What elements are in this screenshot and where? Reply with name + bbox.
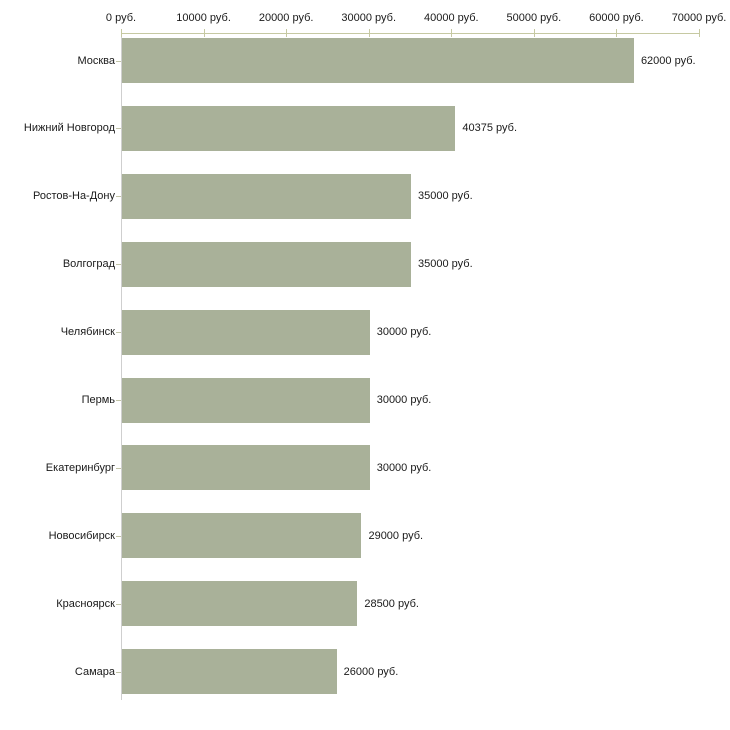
x-axis-tick-label: 40000 руб. <box>423 12 479 24</box>
category-label: Волгоград <box>62 258 115 271</box>
category-label: Красноярск <box>56 597 115 610</box>
category-tick <box>116 60 121 62</box>
category-tick <box>116 128 121 130</box>
category-label: Челябинск <box>60 326 115 339</box>
x-axis-tick-label: 60000 руб. <box>589 12 644 24</box>
x-axis-tick-label: 70000 руб. <box>671 12 727 24</box>
bar-row: Красноярск 28500 руб. <box>0 581 730 627</box>
value-label: 35000 руб. <box>418 258 473 271</box>
category-label: Самара <box>74 665 115 678</box>
category-label: Москва <box>77 54 115 67</box>
value-label: 29000 руб. <box>368 529 424 542</box>
x-axis-tick-label: 10000 руб. <box>176 12 231 24</box>
category-tick <box>116 671 121 673</box>
x-axis-tick-mark <box>121 29 122 37</box>
bar-row: Пермь 30000 руб. <box>0 377 730 423</box>
bar <box>122 309 370 355</box>
bar-row: Екатеринбург 30000 руб. <box>0 445 730 491</box>
bar <box>122 581 358 627</box>
x-axis-tick-label: 50000 руб. <box>506 12 562 24</box>
category-label: Пермь <box>81 394 115 406</box>
bar-row: Новосибирск 29000 руб. <box>0 513 730 559</box>
bar <box>122 649 337 695</box>
category-tick <box>116 332 121 334</box>
bar <box>122 173 411 219</box>
x-axis-tick-mark <box>368 29 370 37</box>
category-tick <box>116 400 121 401</box>
x-axis-tick-mark <box>203 29 205 37</box>
x-axis-tick-mark <box>616 29 618 37</box>
category-tick <box>116 196 121 198</box>
value-label: 26000 руб. <box>343 665 399 678</box>
bar-row: Нижний Новгород 40375 руб. <box>0 105 730 151</box>
bar <box>122 241 411 287</box>
bar <box>122 513 362 559</box>
x-axis-line <box>121 33 700 34</box>
value-label: 62000 руб. <box>640 54 696 67</box>
category-tick <box>116 467 121 469</box>
x-axis-tick-mark <box>451 29 453 37</box>
bar <box>122 445 370 491</box>
bar <box>122 105 456 151</box>
bar-row: Волгоград 35000 руб. <box>0 241 730 287</box>
category-tick <box>116 535 121 537</box>
x-axis-tick-label: 0 руб. <box>105 12 137 24</box>
x-axis-tick-mark <box>286 29 288 37</box>
bar <box>122 38 634 83</box>
x-axis-tick-label: 30000 руб. <box>341 12 397 24</box>
value-label: 30000 руб. <box>376 394 432 406</box>
x-axis-tick-label: 20000 руб. <box>258 12 314 24</box>
category-label: Ростов-На-Дону <box>32 190 115 203</box>
bar-row: Москва 62000 руб. <box>0 38 730 83</box>
value-label: 28500 руб. <box>364 597 419 610</box>
bar-row: Челябинск 30000 руб. <box>0 309 730 355</box>
category-tick <box>116 264 121 266</box>
y-axis-line <box>121 33 122 700</box>
value-label: 30000 руб. <box>376 461 432 474</box>
category-label: Екатеринбург <box>45 461 115 474</box>
x-axis-tick-mark <box>533 29 535 37</box>
value-label: 35000 руб. <box>418 190 473 203</box>
value-label: 40375 руб. <box>462 122 517 135</box>
value-label: 30000 руб. <box>376 326 432 339</box>
x-axis-tick-mark <box>699 29 700 37</box>
category-label: Новосибирск <box>48 529 115 542</box>
category-label: Нижний Новгород <box>23 122 115 135</box>
category-tick <box>116 603 121 605</box>
bar <box>122 377 370 423</box>
bar-row: Ростов-На-Дону 35000 руб. <box>0 173 730 219</box>
bar-row: Самара 26000 руб. <box>0 649 730 695</box>
